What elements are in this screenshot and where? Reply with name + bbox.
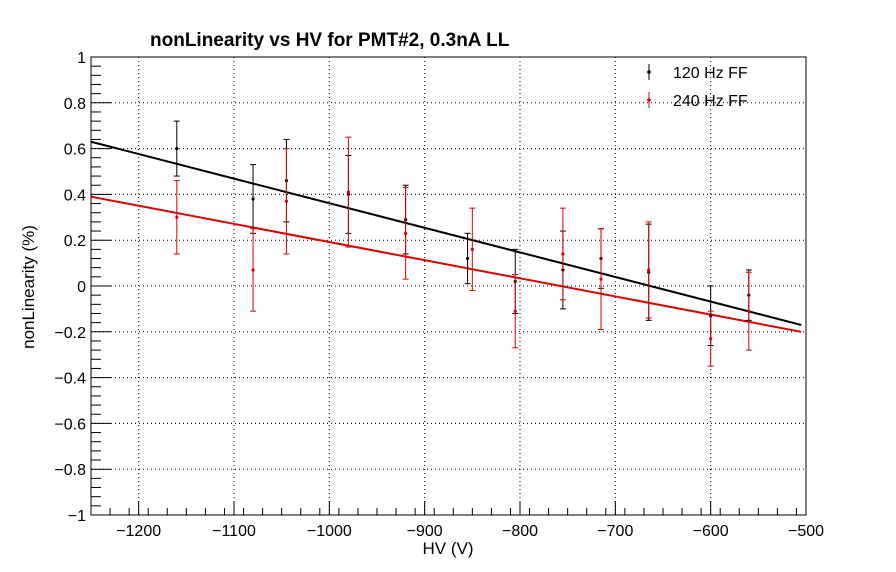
data-point-series-2 — [559, 207, 566, 301]
y-tick-label: −0.8 — [54, 462, 86, 479]
data-point-series-2 — [645, 221, 652, 319]
y-tick-label: 0.2 — [64, 233, 86, 250]
legend-label: 240 Hz FF — [673, 93, 748, 110]
legend-label: 120 Hz FF — [673, 65, 748, 82]
y-tick-label: 0 — [77, 279, 86, 296]
data-point-series-2 — [250, 228, 257, 312]
y-tick-label: −0.2 — [54, 325, 86, 342]
axes: −1200 −1100 −1000 −900 −800 −700 −600 −500 −1 −0.… — [54, 50, 824, 540]
data-point-series-2 — [283, 148, 290, 255]
chart-title: nonLinearity vs HV for PMT#2, 0.3nA LL — [150, 30, 510, 51]
data-marker — [709, 337, 713, 341]
data-point-series-2 — [598, 228, 605, 331]
plot-frame — [90, 56, 807, 516]
data-marker — [404, 231, 408, 235]
fit-lines — [90, 140, 802, 333]
data-marker — [647, 268, 651, 272]
x-axis-title: HV (V) — [423, 539, 474, 558]
data-point-series-2 — [745, 271, 752, 351]
x-tick-label: −600 — [693, 523, 729, 540]
x-tick-label: −1000 — [307, 523, 352, 540]
data-points — [173, 120, 752, 367]
legend-marker — [647, 98, 651, 102]
data-point-series-2 — [707, 310, 714, 367]
x-tick-label: −500 — [788, 523, 824, 540]
data-marker — [284, 199, 289, 203]
data-point-series-2 — [512, 274, 519, 349]
data-point-series-1 — [464, 232, 471, 285]
data-marker — [251, 197, 255, 201]
legend-marker — [647, 70, 651, 74]
x-tick-label: −800 — [502, 523, 538, 540]
x-tick-label: −900 — [407, 523, 443, 540]
x-tick-label: −1100 — [212, 523, 256, 540]
data-point-series-2 — [345, 136, 352, 248]
data-point-series-1 — [173, 120, 180, 177]
legend: 120 Hz FF 240 Hz FF — [647, 64, 748, 110]
data-marker — [251, 268, 255, 272]
fit-line-series-1 — [90, 140, 802, 326]
data-marker — [175, 147, 179, 151]
x-tick-label: −700 — [597, 523, 633, 540]
data-point-series-1 — [250, 164, 257, 234]
data-point-series-2 — [469, 207, 476, 292]
x-tick-label: −1200 — [116, 523, 161, 540]
data-marker — [513, 309, 517, 313]
data-marker — [465, 256, 470, 261]
y-tick-label: −1 — [68, 508, 86, 525]
y-tick-label: 0.8 — [64, 96, 86, 113]
y-tick-label: 1 — [77, 50, 86, 67]
fit-line-series-2 — [90, 195, 802, 333]
data-point-series-2 — [173, 180, 180, 255]
y-tick-label: 0.4 — [64, 187, 86, 204]
data-marker — [599, 277, 603, 281]
y-axis-title: nonLinearity (%) — [19, 225, 38, 349]
data-point-series-2 — [402, 187, 409, 280]
data-marker — [346, 190, 350, 194]
data-marker — [175, 215, 179, 219]
grid — [91, 57, 806, 515]
data-marker — [747, 309, 751, 313]
y-tick-label: −0.4 — [54, 371, 86, 388]
data-marker — [561, 252, 565, 256]
data-marker — [470, 247, 474, 251]
y-tick-label: 0.6 — [64, 142, 86, 159]
y-tick-label: −0.6 — [54, 416, 86, 433]
